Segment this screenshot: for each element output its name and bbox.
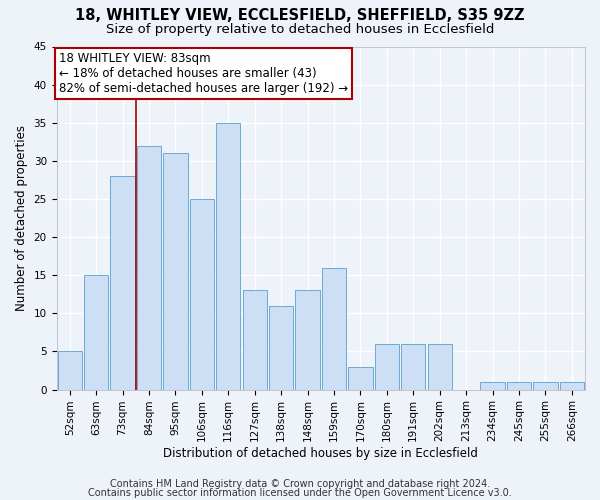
Text: Contains public sector information licensed under the Open Government Licence v3: Contains public sector information licen…: [88, 488, 512, 498]
Bar: [560, 382, 584, 390]
Bar: [533, 382, 557, 390]
Bar: [137, 146, 161, 390]
Bar: [507, 382, 531, 390]
X-axis label: Distribution of detached houses by size in Ecclesfield: Distribution of detached houses by size …: [163, 447, 478, 460]
Bar: [110, 176, 135, 390]
Bar: [163, 153, 188, 390]
Bar: [84, 275, 109, 390]
Bar: [216, 122, 241, 390]
Bar: [242, 290, 267, 390]
Bar: [269, 306, 293, 390]
Text: 18 WHITLEY VIEW: 83sqm
← 18% of detached houses are smaller (43)
82% of semi-det: 18 WHITLEY VIEW: 83sqm ← 18% of detached…: [59, 52, 348, 94]
Bar: [190, 199, 214, 390]
Text: Size of property relative to detached houses in Ecclesfield: Size of property relative to detached ho…: [106, 22, 494, 36]
Bar: [401, 344, 425, 390]
Bar: [58, 352, 82, 390]
Bar: [481, 382, 505, 390]
Bar: [322, 268, 346, 390]
Bar: [428, 344, 452, 390]
Text: 18, WHITLEY VIEW, ECCLESFIELD, SHEFFIELD, S35 9ZZ: 18, WHITLEY VIEW, ECCLESFIELD, SHEFFIELD…: [75, 8, 525, 22]
Bar: [374, 344, 399, 390]
Y-axis label: Number of detached properties: Number of detached properties: [15, 125, 28, 311]
Bar: [295, 290, 320, 390]
Text: Contains HM Land Registry data © Crown copyright and database right 2024.: Contains HM Land Registry data © Crown c…: [110, 479, 490, 489]
Bar: [348, 366, 373, 390]
